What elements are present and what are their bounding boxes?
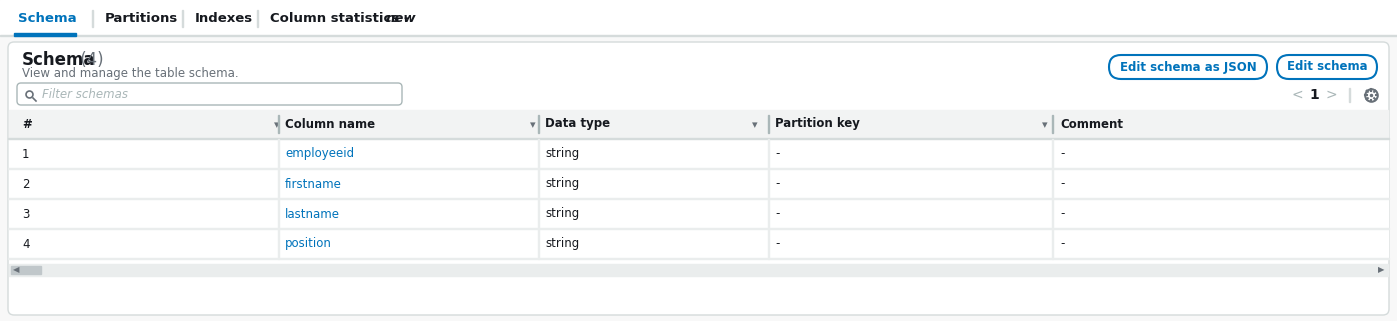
Text: ▾: ▾ — [1042, 120, 1048, 130]
Text: Partition key: Partition key — [775, 117, 861, 131]
Text: Partitions: Partitions — [105, 13, 179, 25]
Bar — [0, 35, 1397, 36]
Bar — [0, 0, 1397, 36]
Text: Edit schema: Edit schema — [1287, 60, 1368, 74]
Text: -: - — [1060, 178, 1065, 190]
Text: -: - — [775, 207, 780, 221]
Text: Schema: Schema — [18, 13, 77, 25]
Text: Data type: Data type — [545, 117, 610, 131]
Text: -: - — [1060, 148, 1065, 160]
Bar — [8, 168, 1389, 169]
Bar — [8, 138, 1389, 139]
Text: firstname: firstname — [285, 178, 342, 190]
FancyBboxPatch shape — [8, 42, 1389, 315]
Text: 4: 4 — [22, 238, 29, 250]
Text: 3: 3 — [22, 207, 29, 221]
Text: -: - — [1060, 238, 1065, 250]
Text: -: - — [775, 148, 780, 160]
Text: #: # — [22, 117, 32, 131]
Bar — [8, 139, 1389, 169]
FancyBboxPatch shape — [1109, 55, 1267, 79]
Bar — [8, 198, 1389, 199]
Text: string: string — [545, 207, 580, 221]
Bar — [14, 33, 75, 36]
Bar — [8, 169, 1389, 199]
Text: position: position — [285, 238, 332, 250]
Text: >: > — [1326, 88, 1337, 102]
Text: -: - — [775, 238, 780, 250]
Bar — [8, 258, 1389, 259]
Bar — [8, 228, 1389, 229]
Text: string: string — [545, 148, 580, 160]
Text: new: new — [386, 13, 416, 25]
Text: Comment: Comment — [1060, 117, 1123, 131]
Text: Column name: Column name — [285, 117, 376, 131]
Text: 1: 1 — [1309, 88, 1319, 102]
Bar — [8, 264, 1389, 276]
Text: Edit schema as JSON: Edit schema as JSON — [1119, 60, 1256, 74]
Bar — [11, 266, 41, 274]
Text: ▶: ▶ — [1377, 265, 1384, 274]
Text: 1: 1 — [22, 148, 29, 160]
Text: string: string — [545, 178, 580, 190]
FancyBboxPatch shape — [1277, 55, 1377, 79]
Bar — [8, 229, 1389, 259]
Text: -: - — [1060, 207, 1065, 221]
Text: View and manage the table schema.: View and manage the table schema. — [22, 67, 239, 81]
Text: employeeid: employeeid — [285, 148, 353, 160]
Text: Schema: Schema — [22, 51, 95, 69]
Text: string: string — [545, 238, 580, 250]
Text: Indexes: Indexes — [196, 13, 253, 25]
Text: (4): (4) — [75, 51, 103, 69]
Text: Filter schemas: Filter schemas — [42, 88, 129, 100]
Text: ▾: ▾ — [531, 120, 536, 130]
Text: ▾: ▾ — [752, 120, 757, 130]
Bar — [8, 199, 1389, 229]
Text: lastname: lastname — [285, 207, 339, 221]
Text: Column statistics -: Column statistics - — [270, 13, 414, 25]
Text: ▾: ▾ — [274, 120, 279, 130]
Bar — [8, 110, 1389, 138]
FancyBboxPatch shape — [17, 83, 402, 105]
Text: 2: 2 — [22, 178, 29, 190]
Text: -: - — [775, 178, 780, 190]
Text: <: < — [1291, 88, 1303, 102]
Text: ◀: ◀ — [13, 265, 20, 274]
